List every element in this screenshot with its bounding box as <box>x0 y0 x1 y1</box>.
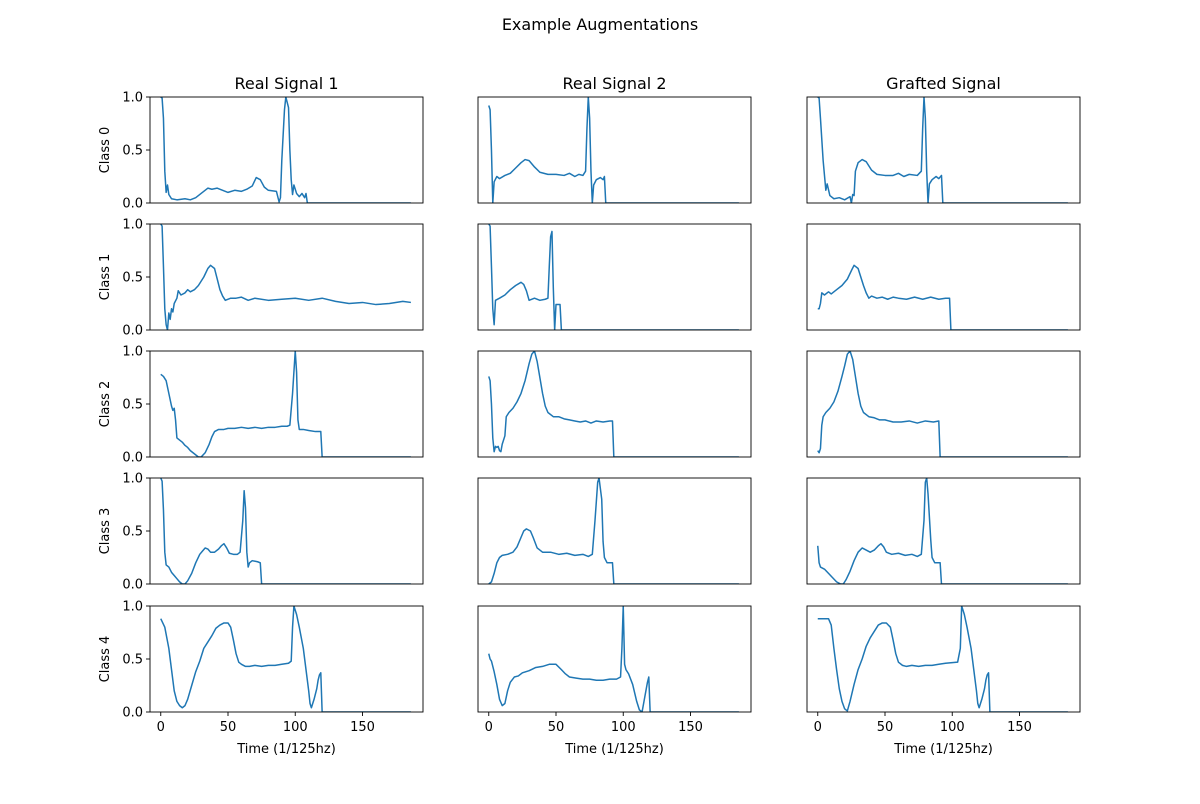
x-tick-label: 0 <box>157 720 165 735</box>
y-tick-label: 0.0 <box>122 578 143 593</box>
x-tick-label: 100 <box>940 720 965 735</box>
signal-line-r2-c2 <box>817 351 1068 457</box>
axes-frame <box>806 96 1081 204</box>
x-tick-label: 0 <box>814 720 822 735</box>
signal-line-r3-c2 <box>817 478 1068 584</box>
subplot-r0-c1: Real Signal 2 <box>477 74 752 204</box>
subplot-r2-c1 <box>477 350 752 458</box>
signal-line-r1-c2 <box>817 264 1068 330</box>
axes-frame <box>477 350 752 458</box>
y-tick-label: 0.5 <box>122 271 143 286</box>
y-tick-label: 1.0 <box>122 345 143 360</box>
x-tick-label: 100 <box>283 720 308 735</box>
axes-frame <box>149 350 424 458</box>
axes-frame <box>806 477 1081 585</box>
axes-frame <box>477 605 752 713</box>
signal-line-r2-c0 <box>160 351 411 457</box>
y-tick-label: 0.5 <box>122 398 143 413</box>
row-label-1: Class 1 <box>98 254 113 301</box>
axes-frame <box>477 223 752 331</box>
axes-frame <box>149 96 424 204</box>
signal-line-r1-c0 <box>160 224 411 330</box>
axes-frame <box>806 350 1081 458</box>
x-tick-label: 50 <box>548 720 565 735</box>
axes-frame <box>477 477 752 585</box>
row-label-2: Class 2 <box>98 381 113 428</box>
signal-line-r0-c1 <box>488 97 739 203</box>
signal-line-r1-c1 <box>488 224 739 330</box>
y-tick-label: 0.0 <box>122 197 143 212</box>
row-label-3: Class 3 <box>98 508 113 555</box>
signal-line-r0-c2 <box>817 97 1068 203</box>
y-tick-label: 0.5 <box>122 653 143 668</box>
subplot-r1-c0: 0.0 0.5 1.0 Class 1 <box>98 218 424 339</box>
y-tick-label: 0.0 <box>122 451 143 466</box>
subplot-r3-c1 <box>477 477 752 585</box>
x-tick-label: 50 <box>877 720 894 735</box>
subplot-r3-c2 <box>806 477 1081 585</box>
y-tick-label: 1.0 <box>122 218 143 233</box>
x-tick-label: 150 <box>678 720 703 735</box>
subplot-r0-c0: Real Signal 1 0.0 0.5 1.0 Class 0 <box>98 74 424 212</box>
y-tick-label: 0.0 <box>122 706 143 721</box>
axes-frame <box>806 223 1081 331</box>
subplot-r4-c1: 0 50 100 150 Time (1/125hz) <box>477 605 752 757</box>
x-axis-label: Time (1/125hz) <box>236 742 336 757</box>
subplot-r4-c0: 0.0 0.5 1.0 Class 4 0 50 100 150 Time (1/125hz) <box>98 600 424 757</box>
row-label-0: Class 0 <box>98 127 113 174</box>
x-tick-label: 150 <box>1007 720 1032 735</box>
x-tick-label: 150 <box>350 720 375 735</box>
x-tick-label: 0 <box>485 720 493 735</box>
subplot-r2-c0: 0.0 0.5 1.0 Class 2 <box>98 345 424 466</box>
y-tick-label: 0.5 <box>122 144 143 159</box>
signal-line-r3-c0 <box>160 478 411 584</box>
x-axis-label: Time (1/125hz) <box>564 742 664 757</box>
column-title-1: Real Signal 2 <box>563 74 667 93</box>
y-tick-label: 0.5 <box>122 525 143 540</box>
column-title-2: Grafted Signal <box>886 74 1001 93</box>
column-title-0: Real Signal 1 <box>235 74 339 93</box>
axes-frame <box>477 96 752 204</box>
subplot-r2-c2 <box>806 350 1081 458</box>
signal-line-r4-c1 <box>488 606 739 712</box>
figure-title: Example Augmentations <box>502 15 698 34</box>
signal-line-r0-c0 <box>160 97 411 203</box>
subplot-r3-c0: 0.0 0.5 1.0 Class 3 <box>98 472 424 593</box>
row-label-4: Class 4 <box>98 636 113 683</box>
x-tick-label: 100 <box>611 720 636 735</box>
subplot-r1-c2 <box>806 223 1081 331</box>
signal-line-r4-c0 <box>160 606 411 712</box>
y-tick-label: 0.0 <box>122 324 143 339</box>
axes-frame <box>149 477 424 585</box>
subplot-r0-c2: Grafted Signal <box>806 74 1081 204</box>
axes-frame <box>149 223 424 331</box>
y-tick-label: 1.0 <box>122 91 143 106</box>
y-tick-label: 1.0 <box>122 600 143 615</box>
x-axis-label: Time (1/125hz) <box>893 742 993 757</box>
x-tick-label: 50 <box>220 720 237 735</box>
subplot-r1-c1 <box>477 223 752 331</box>
signal-line-r3-c1 <box>488 478 739 584</box>
axes-frame <box>149 605 424 713</box>
signal-line-r2-c1 <box>488 351 739 457</box>
axes-frame <box>806 605 1081 713</box>
subplot-r4-c2: 0 50 100 150 Time (1/125hz) <box>806 605 1081 757</box>
signal-line-r4-c2 <box>817 606 1068 712</box>
y-tick-label: 1.0 <box>122 472 143 487</box>
